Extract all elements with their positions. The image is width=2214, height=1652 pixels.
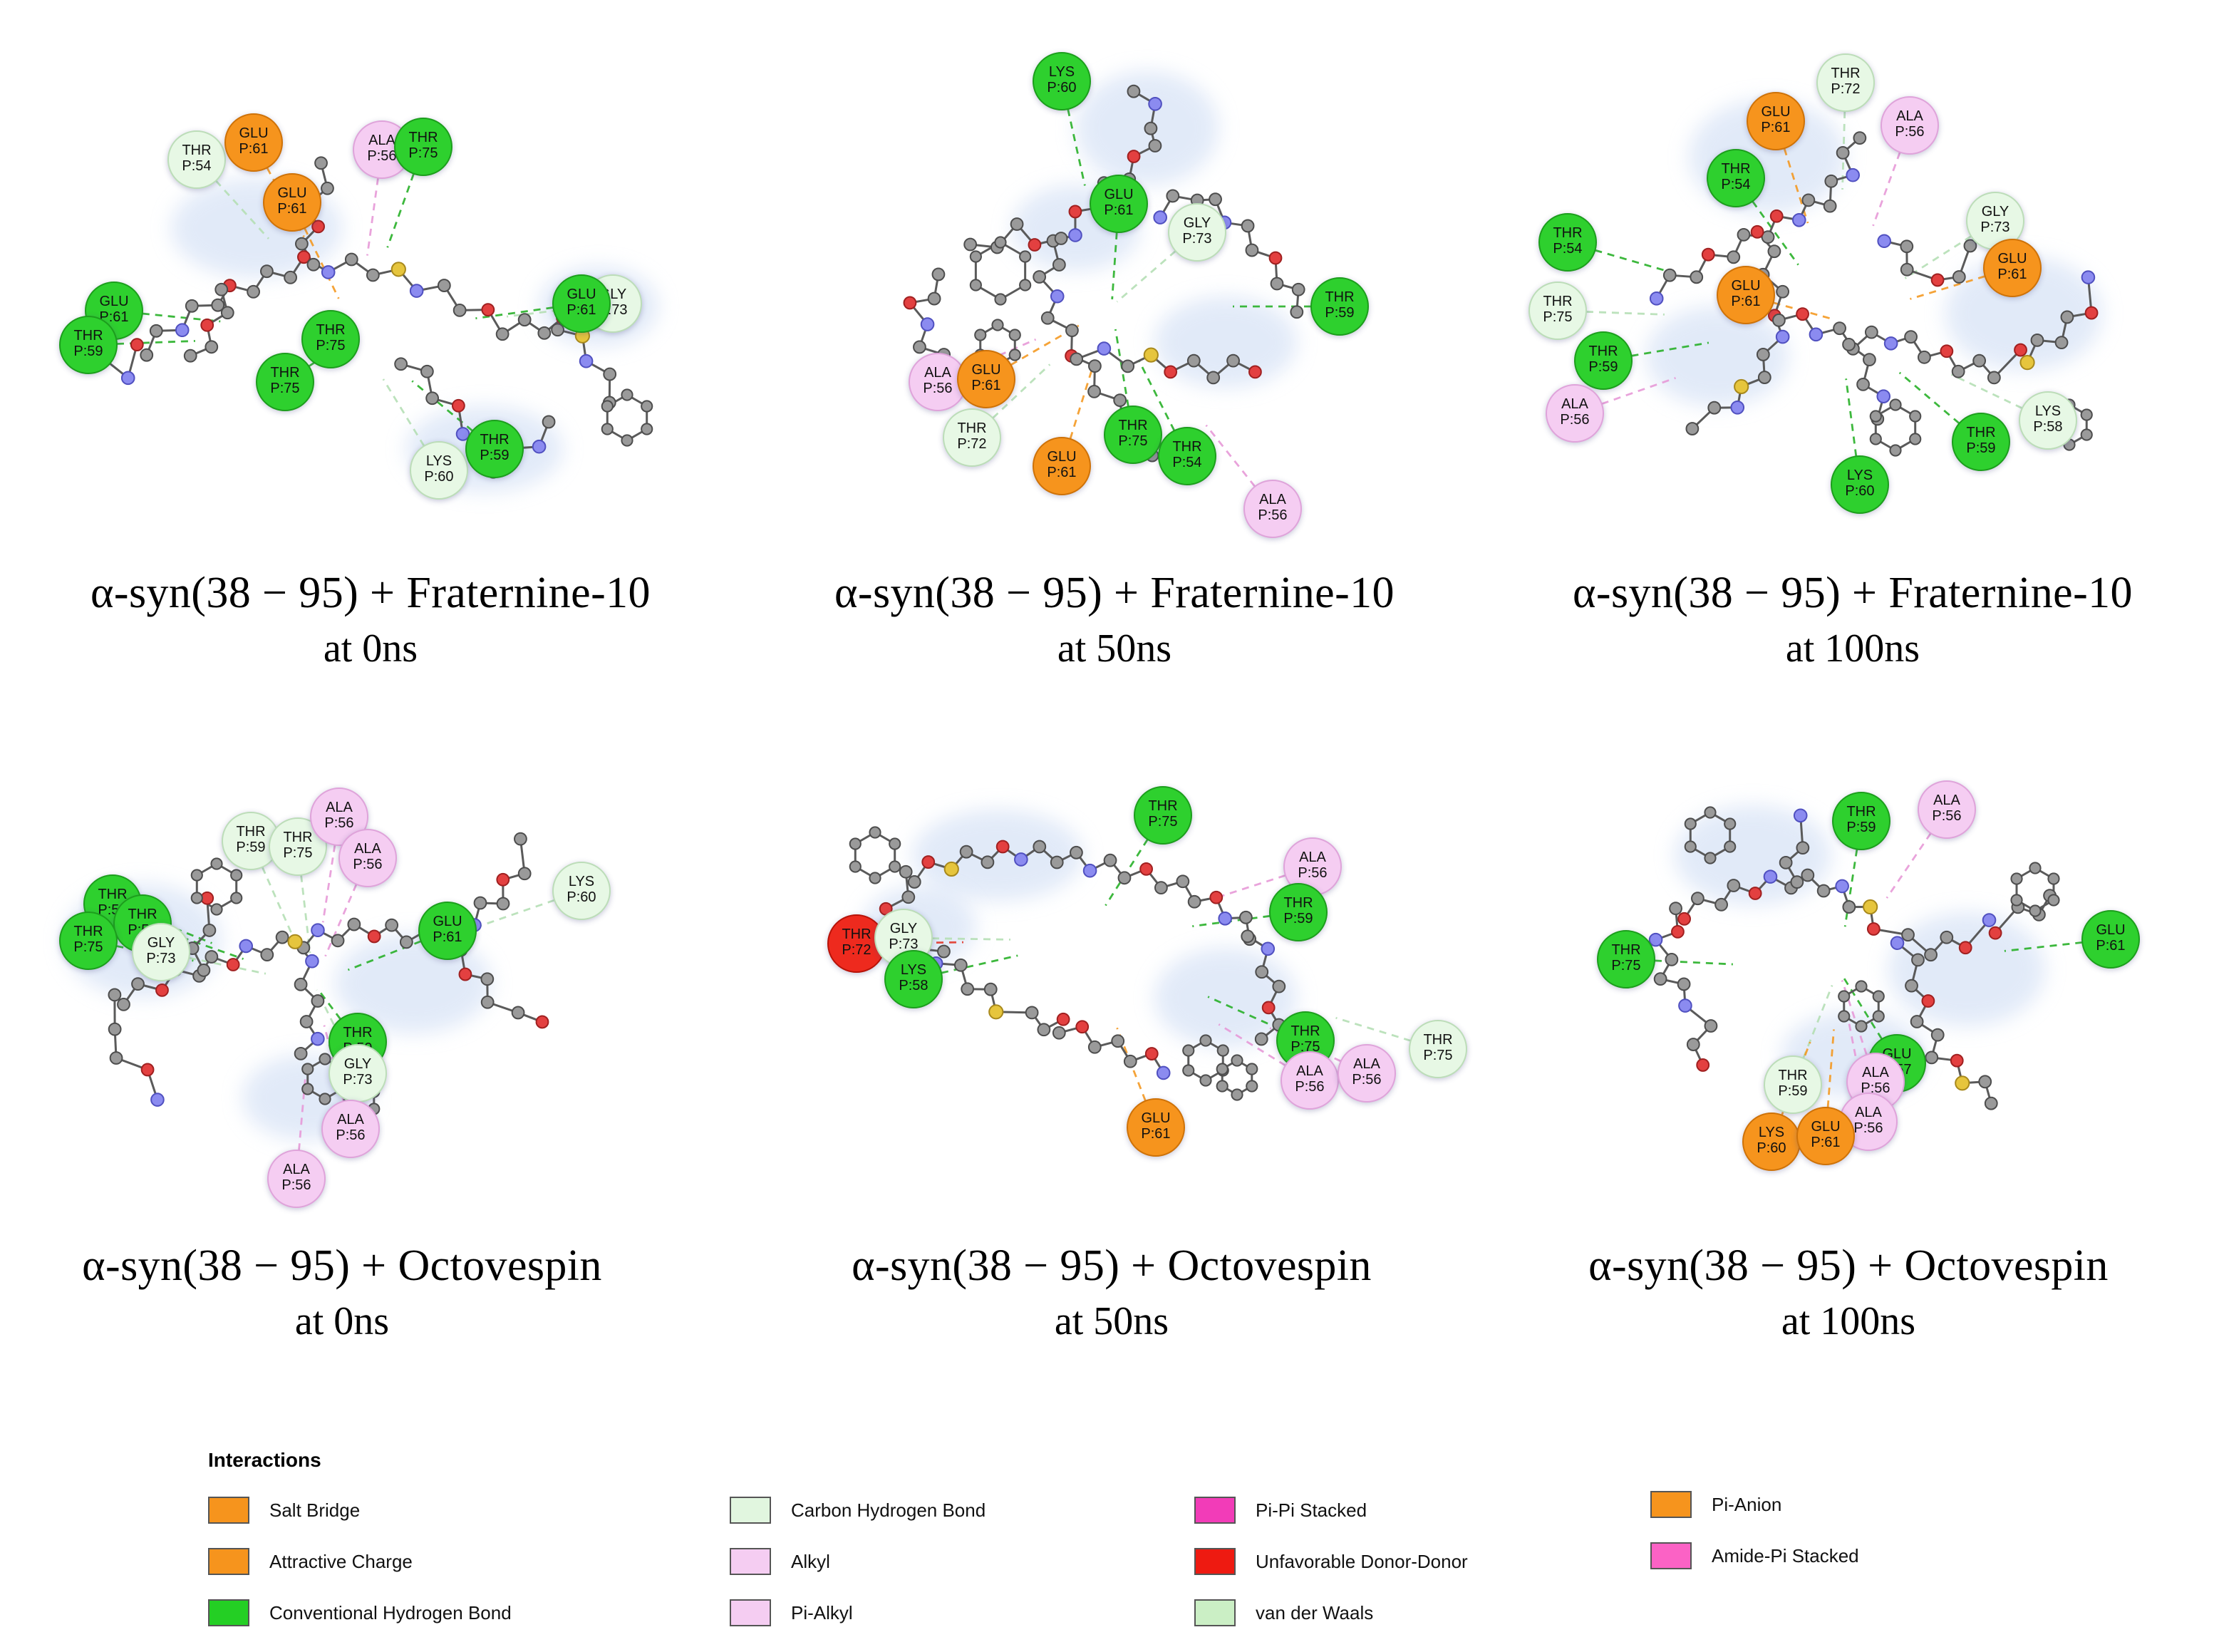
panel-caption-octovespin-0ns: α-syn(38 − 95) + Octovespin at 0ns [0,1240,684,1346]
legend-item-salt-bridge: Salt Bridge [208,1494,512,1527]
caption-time: at 100ns [1785,627,1920,671]
legend-label: van der Waals [1256,1602,1374,1623]
pi-pi-stacked-swatch [1194,1497,1236,1524]
legend-label: Conventional Hydrogen Bond [269,1602,512,1623]
caption-title: α-syn(38 − 95) + Fraternine-10 [834,567,1395,617]
legend-item-alkyl: Alkyl [730,1545,986,1578]
panel-caption-fraternine-50ns: α-syn(38 − 95) + Fraternine-10 at 50ns [772,567,1457,673]
legend-item-amide-pi-stacked: Amide-Pi Stacked [1650,1539,1859,1572]
alkyl-swatch [730,1548,771,1575]
caption-title: α-syn(38 − 95) + Fraternine-10 [1573,567,2133,617]
amide-pi-stacked-swatch [1650,1542,1692,1569]
panel-caption-fraternine-0ns: α-syn(38 − 95) + Fraternine-10 at 0ns [29,567,713,673]
panel-caption-octovespin-50ns: α-syn(38 − 95) + Octovespin at 50ns [770,1240,1454,1346]
legend-item-pi-anion: Pi-Anion [1650,1488,1859,1521]
interactions-legend: Interactions Salt Bridge Attractive Char… [208,1448,2146,1648]
caption-time: at 50ns [1054,1300,1169,1344]
caption-title: α-syn(38 − 95) + Octovespin [852,1240,1372,1290]
legend-title: Interactions [208,1448,321,1471]
caption-title: α-syn(38 − 95) + Fraternine-10 [90,567,651,617]
caption-time: at 50ns [1057,627,1172,671]
legend-item-pi-alkyl: Pi-Alkyl [730,1596,986,1629]
panel-caption-octovespin-100ns: α-syn(38 − 95) + Octovespin at 100ns [1506,1240,2190,1346]
legend-item-conventional-hydrogen-bond: Conventional Hydrogen Bond [208,1596,512,1629]
pi-anion-swatch [1650,1491,1692,1518]
legend-label: Alkyl [791,1551,830,1572]
caption-title: α-syn(38 − 95) + Octovespin [1588,1240,2109,1290]
legend-label: Carbon Hydrogen Bond [791,1499,986,1521]
legend-item-van-der-waals: van der Waals [1194,1596,1468,1629]
unfavorable-donor-donor-swatch [1194,1548,1236,1575]
legend-label: Pi-Pi Stacked [1256,1499,1367,1521]
legend-label: Pi-Alkyl [791,1602,853,1623]
legend-label: Amide-Pi Stacked [1712,1545,1859,1566]
caption-time: at 0ns [294,1300,390,1344]
legend-column-1: Salt Bridge Attractive Charge Convention… [208,1494,512,1629]
legend-item-carbon-hydrogen-bond: Carbon Hydrogen Bond [730,1494,986,1527]
legend-column-3: Pi-Pi Stacked Unfavorable Donor-Donor va… [1194,1494,1468,1629]
salt-bridge-swatch [208,1497,249,1524]
caption-time: at 0ns [323,627,418,671]
legend-label: Salt Bridge [269,1499,361,1521]
legend-label: Attractive Charge [269,1551,413,1572]
attractive-charge-swatch [208,1548,249,1575]
legend-item-attractive-charge: Attractive Charge [208,1545,512,1578]
van-der-waals-swatch [1194,1599,1236,1626]
legend-item-unfavorable-donor-donor: Unfavorable Donor-Donor [1194,1545,1468,1578]
panel-caption-fraternine-100ns: α-syn(38 − 95) + Fraternine-10 at 100ns [1511,567,2195,673]
legend-item-pi-pi-stacked: Pi-Pi Stacked [1194,1494,1468,1527]
pi-alkyl-swatch [730,1599,771,1626]
legend-label: Unfavorable Donor-Donor [1256,1551,1468,1572]
caption-title: α-syn(38 − 95) + Octovespin [82,1240,602,1290]
caption-time: at 100ns [1781,1300,1916,1344]
legend-label: Pi-Anion [1712,1494,1782,1515]
legend-column-2: Carbon Hydrogen Bond Alkyl Pi-Alkyl [730,1494,986,1629]
legend-column-4: Pi-Anion Amide-Pi Stacked [1650,1488,1859,1572]
conventional-hydrogen-bond-swatch [208,1599,249,1626]
carbon-hydrogen-bond-swatch [730,1497,771,1524]
